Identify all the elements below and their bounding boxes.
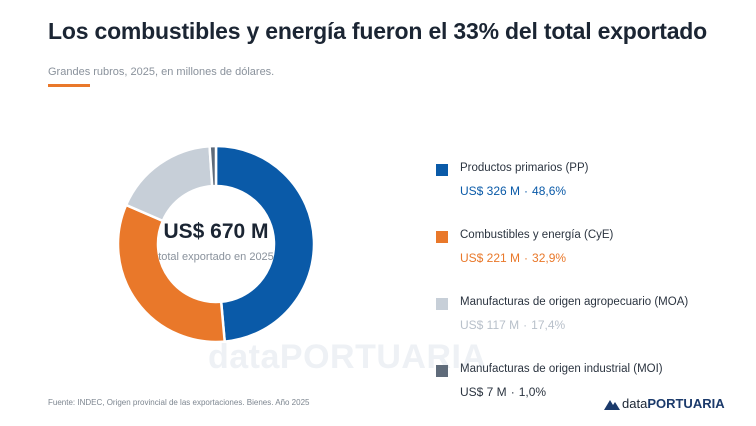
legend-swatch-pp <box>436 164 448 176</box>
legend-swatch-moa <box>436 298 448 310</box>
legend-value-cye: US$ 221 M · 32,9% <box>460 251 566 265</box>
legend-amount-moa: US$ 117 M <box>460 318 520 332</box>
legend-value-pp: US$ 326 M · 48,6% <box>460 184 566 198</box>
legend-label-moa: Manufacturas de origen agropecuario (MOA… <box>460 296 689 308</box>
center-total-label: US$ 670 M <box>163 220 268 243</box>
legend-percent-moi: 1,0% <box>518 385 547 399</box>
legend-amount-moi: US$ 7 M <box>460 385 507 399</box>
brand-text-data: data <box>622 396 648 411</box>
source-footnote: Fuente: INDEC, Origen provincial de las … <box>48 398 310 407</box>
legend-separator-pp: · <box>524 184 529 198</box>
donut-slices <box>116 144 316 344</box>
legend-label-cye: Combustibles y energía (CyE) <box>460 229 614 241</box>
brand-text-portuaria: PORTUARIA <box>647 396 725 411</box>
donut-slice-cye <box>116 203 227 344</box>
legend-swatch-moi <box>436 365 448 377</box>
accent-rule <box>48 84 90 87</box>
chart-title: Los combustibles y energía fueron el 33%… <box>48 18 707 44</box>
watermark-part-b: PORTUARIA <box>279 338 487 376</box>
legend-percent-cye: 32,9% <box>532 251 567 265</box>
center-caption-label: total exportado en 2025 <box>158 251 274 263</box>
legend-swatch-cye <box>436 231 448 243</box>
chart-subtitle: Grandes rubros, 2025, en millones de dól… <box>48 66 275 78</box>
watermark-part-a: data <box>208 338 280 376</box>
legend-amount-cye: US$ 221 M <box>460 251 521 265</box>
donut-slice-pp <box>214 144 316 343</box>
legend-value-moi: US$ 7 M · 1,0% <box>460 385 546 399</box>
legend-label-pp: Productos primarios (PP) <box>460 162 589 174</box>
donut-slice-moi <box>208 144 218 188</box>
legend-separator-moa: · <box>523 318 528 332</box>
watermark: dataPORTUARIA <box>208 338 487 377</box>
legend-percent-moa: 17,4% <box>531 318 566 332</box>
donut-chart: US$ 670 M total exportado en 2025 <box>116 144 316 344</box>
brand-mountain-icon <box>604 400 620 410</box>
legend-label-moi: Manufacturas de origen industrial (MOI) <box>460 363 663 375</box>
legend-value-moa: US$ 117 M · 17,4% <box>460 318 565 332</box>
legend-separator-moi: · <box>510 385 515 399</box>
donut-slice-moa <box>124 144 214 223</box>
legend-separator-cye: · <box>524 251 529 265</box>
brand-logo: dataPORTUARIA <box>604 396 725 411</box>
legend-amount-pp: US$ 326 M <box>460 184 521 198</box>
legend-percent-pp: 48,6% <box>532 184 567 198</box>
